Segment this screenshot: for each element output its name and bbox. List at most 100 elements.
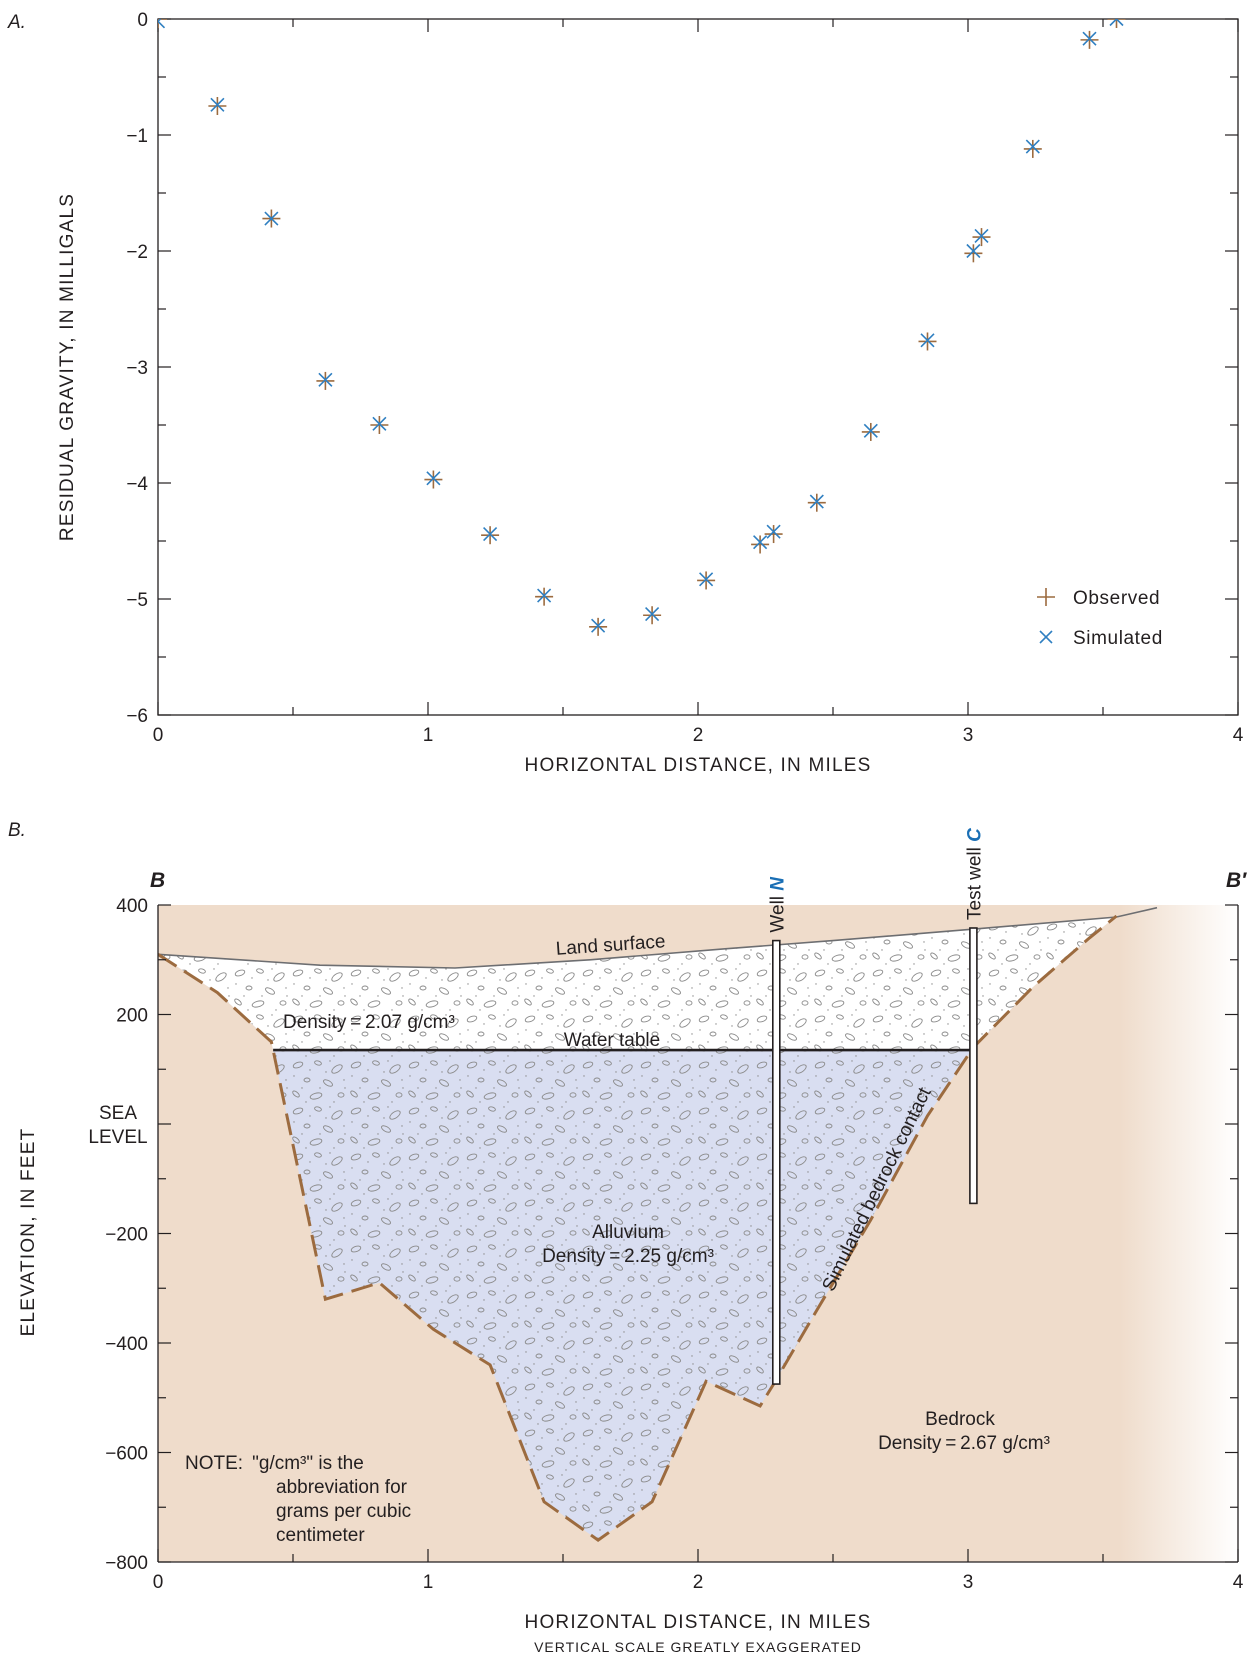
- x-tick-label: 0: [153, 1572, 164, 1593]
- simulated-point: [483, 526, 498, 542]
- simulated-point: [372, 416, 387, 431]
- y-tick-label: −5: [126, 590, 148, 611]
- simulated-point: [753, 535, 768, 550]
- note-line-4: centimeter: [276, 1525, 365, 1546]
- x-tick-label: 0: [153, 725, 164, 746]
- note-line-2: abbreviation for: [276, 1477, 408, 1498]
- simulated-point: [1025, 139, 1040, 154]
- y-tick-label: −800: [105, 1553, 148, 1574]
- legend-observed-label: Observed: [1073, 588, 1160, 609]
- x-tick-label: 1: [423, 725, 434, 746]
- y-tick-label: 0: [137, 10, 148, 31]
- note-line-3: grams per cubic: [276, 1501, 411, 1522]
- observed-point: [861, 422, 880, 441]
- observed-point: [370, 416, 389, 434]
- alluvium-gravel-pattern: [158, 916, 1117, 1541]
- panel-a: A. 0 1 2 3 4 0 −1 −2 −3 −4 −5 −6 HORIZONTAL DISTAN…: [7, 10, 1244, 776]
- x-tick-label: 2: [693, 1572, 704, 1593]
- simulated-point: [537, 588, 552, 603]
- y-tick-label: −2: [126, 242, 148, 263]
- panel-a-y-axis-label: RESIDUAL GRAVITY, IN MILLIGALS: [57, 193, 78, 541]
- panel-b-x-tick-labels: 0 1 2 3 4: [153, 1572, 1244, 1593]
- simulated-point: [966, 243, 981, 259]
- legend-simulated-marker-icon: [1039, 630, 1053, 644]
- water-table-label: Water table: [564, 1030, 660, 1051]
- alluvium-label: Alluvium: [592, 1222, 664, 1243]
- well-label-prefix: Test well: [964, 842, 985, 920]
- panel-b-y-tick-labels: 400 200 SEA LEVEL −200 −400 −600 −800: [88, 896, 148, 1574]
- panel-a-legend: Observed Simulated: [1037, 588, 1163, 649]
- note-block: NOTE: "g/cm³" is the abbreviation for gr…: [185, 1453, 411, 1546]
- simulated-point: [426, 471, 441, 486]
- simulated-point: [158, 19, 166, 29]
- x-tick-label: 2: [693, 725, 704, 746]
- well-label-id: N: [767, 876, 788, 891]
- y-tick-label: −3: [126, 358, 148, 379]
- y-tick-label: −6: [126, 706, 148, 727]
- bedrock-label: Bedrock: [925, 1409, 995, 1430]
- panel-a-plot-frame: [157, 18, 1239, 716]
- panel-b-y-axis-label: ELEVATION, IN FEET: [18, 1128, 39, 1337]
- simulated-point: [863, 423, 878, 438]
- observed-point: [697, 571, 716, 590]
- observed-point: [424, 470, 443, 489]
- panel-b-label: B.: [8, 820, 26, 841]
- x-tick-label: 4: [1233, 725, 1244, 746]
- bedrock-fade-area: [1120, 905, 1238, 1562]
- simulated-point: [318, 372, 333, 387]
- observed-point: [1023, 139, 1042, 158]
- observed-point: [158, 19, 167, 28]
- simulated-point: [1082, 31, 1097, 46]
- y-tick-label: −600: [105, 1444, 148, 1465]
- observed-point: [316, 371, 335, 390]
- panel-a-x-axis-label: HORIZONTAL DISTANCE, IN MILES: [525, 755, 872, 776]
- y-tick-label: 400: [116, 896, 148, 917]
- panel-a-y-tick-labels: 0 −1 −2 −3 −4 −5 −6: [126, 10, 148, 727]
- panel-b-x-axis-label: HORIZONTAL DISTANCE, IN MILES: [525, 1612, 872, 1633]
- land-surface-line: [158, 906, 1158, 969]
- panel-a-x-tick-labels: 0 1 2 3 4: [153, 725, 1244, 746]
- observed-point: [481, 526, 500, 545]
- y-tick-label: 200: [116, 1006, 148, 1027]
- legend-simulated-label: Simulated: [1073, 628, 1163, 649]
- legend-observed-marker-icon: [1037, 588, 1055, 606]
- panel-a-data-points: [158, 19, 1126, 636]
- y-tick-label: SEA: [99, 1103, 137, 1124]
- simulated-point: [974, 228, 989, 243]
- x-tick-label: 1: [423, 1572, 434, 1593]
- section-end-label: B′: [1226, 869, 1247, 892]
- simulated-point: [591, 618, 606, 633]
- panel-a-label: A.: [7, 12, 26, 33]
- panel-a-ticks: [157, 18, 1239, 716]
- y-tick-label: −200: [105, 1225, 148, 1246]
- y-tick-label: −4: [126, 474, 148, 495]
- section-start-label: B: [150, 869, 165, 892]
- simulated-point: [699, 572, 714, 587]
- simulated-point: [809, 494, 824, 509]
- observed-point: [589, 617, 608, 636]
- observed-point: [751, 535, 770, 554]
- x-tick-label: 3: [963, 725, 974, 746]
- observed-point: [535, 587, 554, 606]
- bedrock-contact-line: [158, 914, 1118, 1542]
- simulated-point: [1109, 19, 1124, 27]
- note-line-1: NOTE: "g/cm³" is the: [185, 1453, 364, 1474]
- simulated-point: [210, 97, 225, 112]
- vertical-scale-note: VERTICAL SCALE GREATLY EXAGGERATED: [534, 1639, 862, 1655]
- simulated-point: [264, 211, 279, 226]
- observed-point: [918, 332, 937, 351]
- observed-point: [964, 244, 983, 263]
- observed-point: [643, 606, 662, 625]
- wells: Well N Test well C: [767, 828, 985, 1385]
- well-label-id: C: [964, 828, 985, 842]
- observed-point: [764, 525, 783, 544]
- x-tick-label: 3: [963, 1572, 974, 1593]
- well-label: Well N: [767, 876, 788, 933]
- bedrock-density-label: Density = 2.67 g/cm³: [878, 1433, 1050, 1454]
- upper-density-label: Density = 2.07 g/cm³: [283, 1012, 455, 1033]
- simulated-point: [766, 524, 781, 539]
- y-tick-label: −400: [105, 1334, 148, 1355]
- alluvium-density-label: Density = 2.25 g/cm³: [542, 1246, 714, 1267]
- well-label: Test well C: [964, 828, 985, 920]
